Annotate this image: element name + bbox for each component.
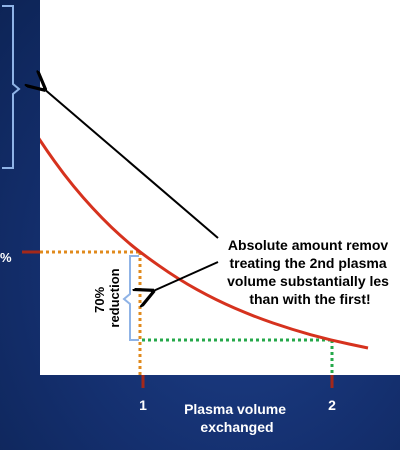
- series-line: [40, 137, 369, 350]
- annotation-arrow-lower: [151, 261, 219, 292]
- x-axis-label-line2: exchanged: [200, 419, 273, 435]
- x-tick-label-1: 1: [139, 397, 147, 413]
- annotation-line-3: volume substantially les: [227, 273, 389, 289]
- annotation-arrow-upper: [43, 88, 219, 239]
- reduction-bracket: [122, 255, 139, 341]
- reduction-label-line2: reduction: [107, 268, 122, 327]
- upper-bracket: [2, 5, 21, 169]
- annotation-line-2: treating the 2nd plasma: [229, 255, 386, 271]
- y-tick-label: %: [0, 250, 12, 265]
- x-axis-label-line1: Plasma volume: [184, 401, 286, 417]
- reduction-label: 70% reduction: [92, 268, 122, 327]
- annotation-text: Absolute amount remov treating the 2nd p…: [227, 237, 393, 307]
- x-axis-label: Plasma volume exchanged: [184, 401, 290, 435]
- reduction-label-line1: 70%: [92, 286, 107, 312]
- x-tick-label-2: 2: [328, 397, 336, 413]
- plot-area: [40, 0, 400, 375]
- annotation-line-1: Absolute amount remov: [228, 237, 388, 253]
- annotation-line-4: than with the first!: [249, 291, 370, 307]
